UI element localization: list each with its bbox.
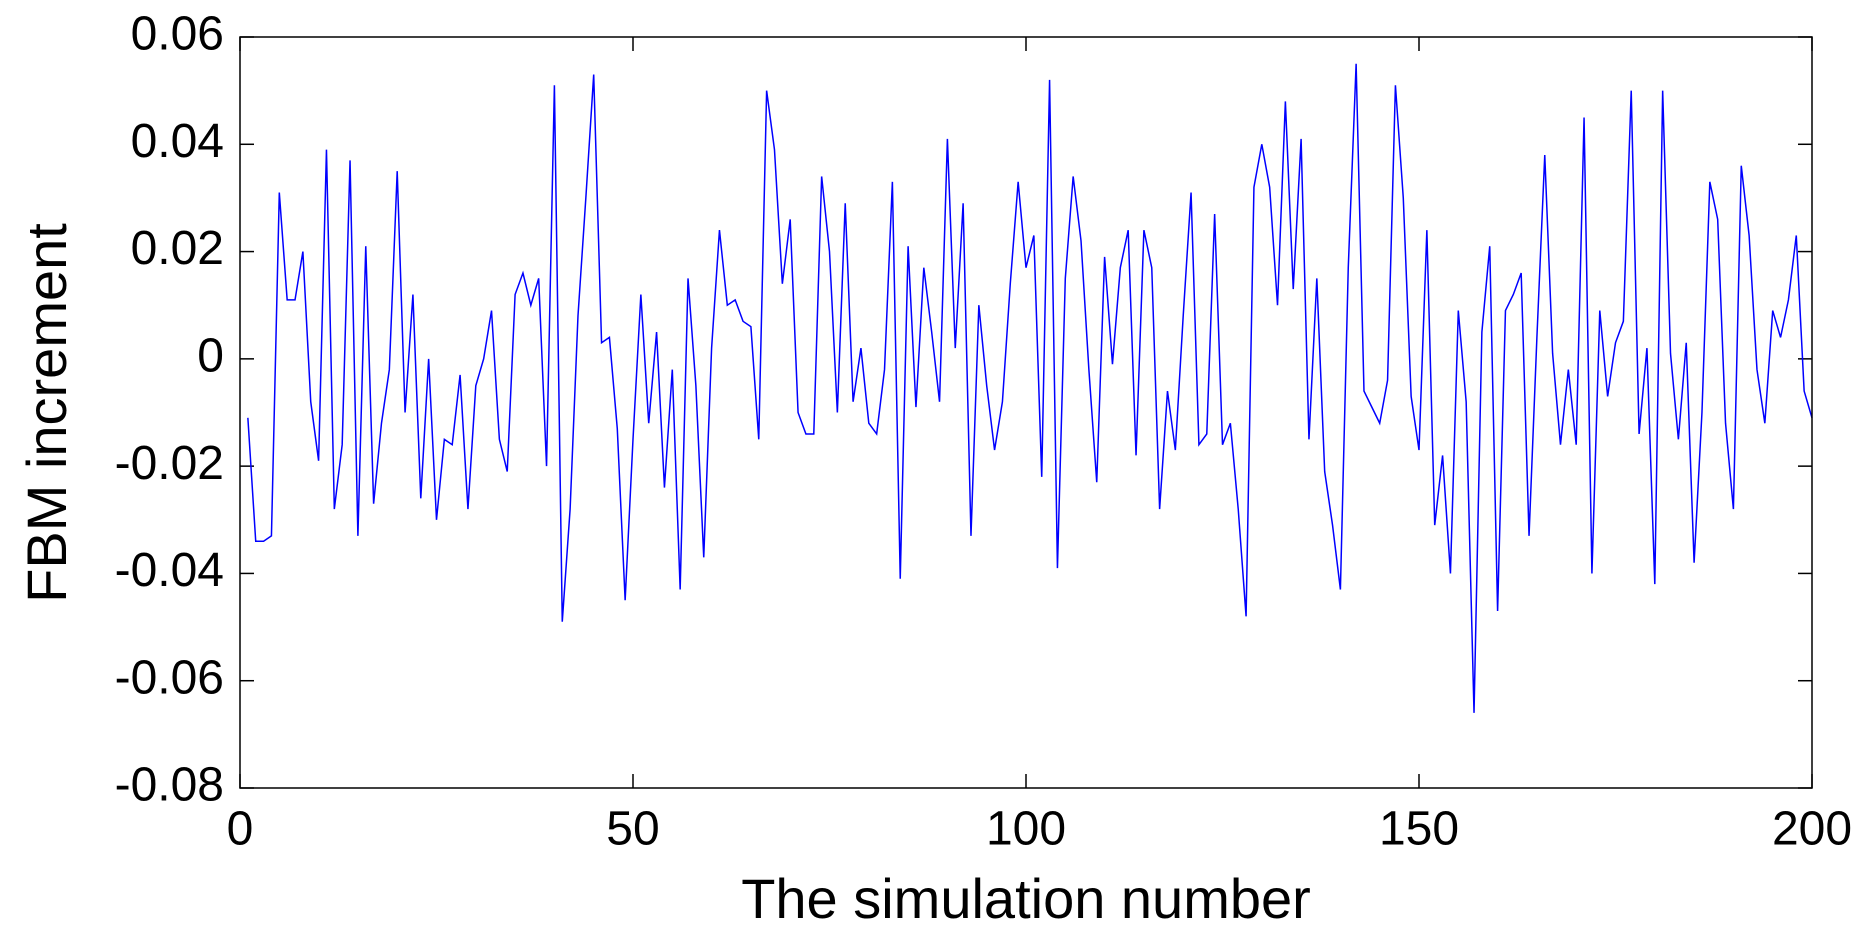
x-tick-label: 200: [1772, 803, 1852, 856]
y-tick-label: 0.02: [131, 222, 224, 275]
y-tick-label: 0.06: [131, 8, 224, 61]
plot-area: [240, 37, 1812, 788]
y-tick-label: -0.04: [115, 544, 224, 597]
x-tick-label: 150: [1379, 803, 1459, 856]
x-axis-label: The simulation number: [741, 867, 1311, 930]
x-tick-label: 50: [606, 803, 659, 856]
y-tick-label: -0.02: [115, 437, 224, 490]
x-tick-label: 0: [227, 803, 254, 856]
plot-frame: [239, 36, 1813, 789]
y-tick-label: 0: [197, 330, 224, 383]
y-axis-label: FBM increment: [15, 223, 78, 603]
y-tick-label: -0.08: [115, 759, 224, 812]
y-tick-label: 0.04: [131, 115, 224, 168]
x-tick-label: 100: [986, 803, 1066, 856]
y-tick-label: -0.06: [115, 651, 224, 704]
data-line: [247, 63, 1813, 713]
